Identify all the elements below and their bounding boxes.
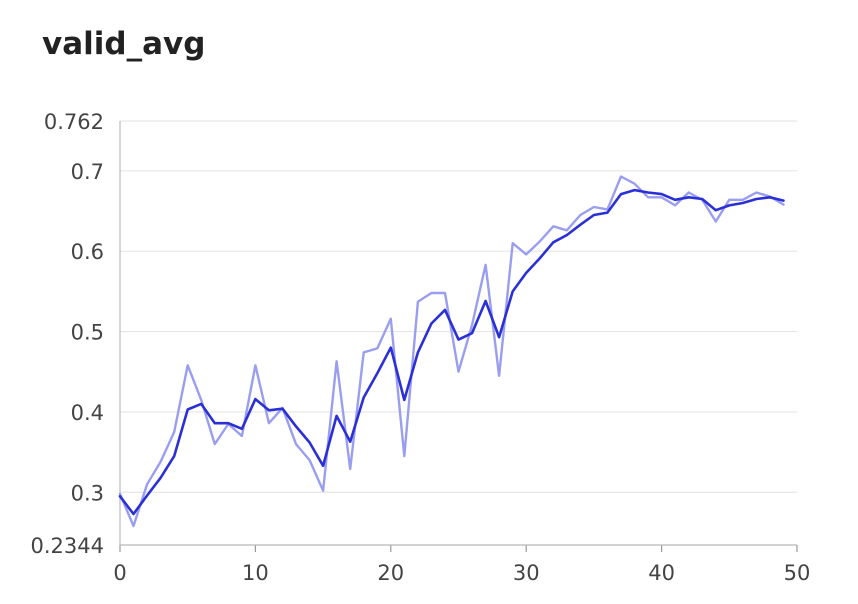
x-tick-label: 10 (242, 561, 269, 585)
series-lines (118, 175, 785, 528)
y-tick-label: 0.5 (71, 321, 104, 345)
y-tick-label: 0.6 (71, 240, 104, 264)
y-tick-label: 0.3 (71, 481, 104, 505)
smoothed-series-line (118, 188, 785, 516)
chart-title: valid_avg (42, 26, 206, 62)
x-tick-label: 50 (784, 561, 811, 585)
grid-lines (120, 120, 797, 546)
y-tick-labels: 0.2344 0.3 0.4 0.5 0.6 0.7 0.762 (31, 110, 104, 558)
x-tick-label: 20 (377, 561, 404, 585)
y-tick-label: 0.7 (71, 160, 104, 184)
x-tick-label: 30 (513, 561, 540, 585)
x-tick-label: 0 (113, 561, 126, 585)
raw-series-line (118, 175, 785, 528)
y-tick-label: 0.4 (71, 401, 104, 425)
y-tick-label: 0.762 (44, 110, 104, 134)
x-tick-label: 40 (648, 561, 675, 585)
axes (119, 121, 798, 552)
y-tick-label: 0.2344 (31, 534, 104, 558)
x-tick-labels: 0 10 20 30 40 50 (113, 561, 810, 585)
